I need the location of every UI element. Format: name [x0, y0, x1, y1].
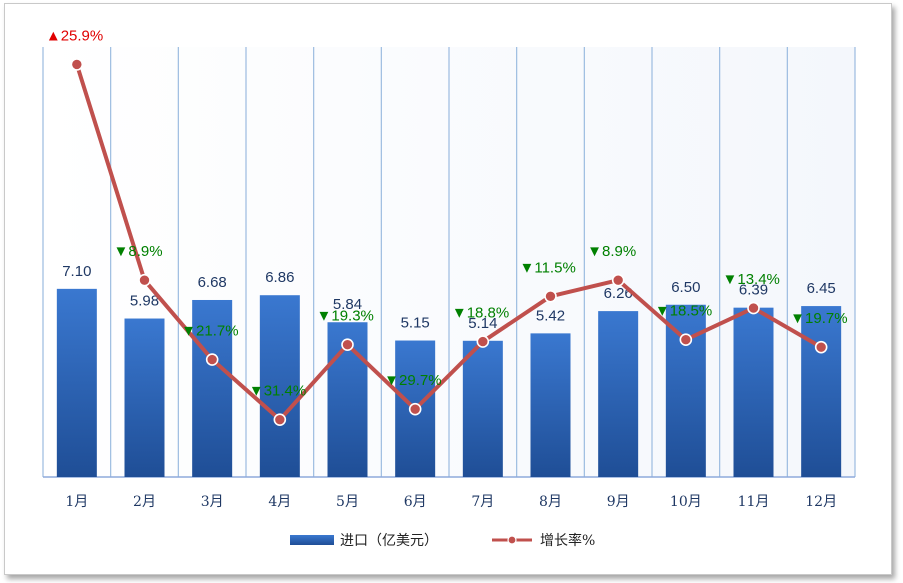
x-tick-label: 3月 [201, 494, 224, 510]
bar-7 [462, 340, 503, 477]
growth-rate-point [476, 335, 490, 348]
growth-rate-label: ▼8.9% [114, 243, 163, 260]
growth-rate-point [341, 338, 354, 351]
growth-rate-point [70, 58, 84, 71]
growth-rate-point [747, 301, 760, 315]
x-tick-label: 6月 [404, 494, 427, 510]
bar-value-label: 6.45 [807, 280, 836, 297]
growth-rate-point [814, 340, 828, 354]
growth-rate-label: ▼18.5% [655, 303, 712, 320]
bar-1 [56, 288, 97, 477]
bar-12 [801, 306, 842, 477]
growth-rate-label: ▼21.7% [181, 323, 238, 340]
bar-9 [598, 311, 639, 477]
growth-rate-label: ▼29.7% [384, 372, 441, 389]
x-tick-label: 9月 [607, 494, 630, 510]
x-tick-label: 5月 [336, 494, 359, 510]
bar-3 [192, 299, 233, 477]
growth-rate-label: ▼13.4% [723, 271, 780, 288]
bar-value-label: 6.26 [604, 285, 633, 302]
growth-rate-label: ▲25.9% [46, 27, 103, 44]
x-tick-label: 8月 [539, 494, 562, 510]
x-tick-label: 11月 [738, 494, 770, 510]
bar-8 [530, 333, 571, 477]
bar-10 [665, 304, 706, 477]
x-tick-label: 4月 [268, 494, 291, 510]
bar-2 [124, 318, 165, 477]
x-tick-label: 12月 [805, 494, 837, 510]
bar-value-label: 5.98 [130, 293, 159, 310]
growth-rate-point [679, 333, 693, 347]
growth-rate-point [273, 413, 287, 426]
growth-rate-point [544, 289, 557, 303]
legend-bar-swatch [290, 535, 334, 545]
bar-value-label: 7.10 [62, 263, 91, 280]
x-tick-label: 1月 [65, 494, 88, 510]
x-tick-label: 10月 [670, 494, 702, 510]
growth-rate-point [611, 273, 625, 287]
growth-rate-label: ▼8.9% [587, 243, 636, 260]
bar-value-label: 6.39 [739, 282, 768, 299]
growth-rate-label: ▼11.5% [520, 259, 576, 276]
growth-rate-point [138, 273, 151, 287]
growth-rate-line [74, 63, 823, 422]
bar-value-label: 5.15 [401, 315, 430, 332]
growth-rate-label: ▼18.8% [452, 305, 509, 322]
growth-rate-point [205, 353, 219, 366]
bar-value-label: 5.14 [468, 315, 497, 332]
growth-rate-label: ▼19.7% [790, 310, 847, 327]
bar-4 [259, 295, 300, 477]
bar-value-label: 6.50 [671, 279, 700, 296]
legend-bar-label: 进口（亿美元） [340, 533, 438, 549]
growth-rate-point [408, 402, 422, 416]
bar-value-label: 5.84 [333, 296, 362, 313]
bar-value-label: 6.68 [198, 274, 227, 291]
x-tick-label: 2月 [133, 494, 156, 510]
bar-value-label: 5.42 [536, 307, 565, 324]
growth-rate-label: ▼31.4% [249, 383, 306, 400]
legend-line-label: 增长率% [540, 532, 595, 549]
legend-line-marker [507, 535, 517, 545]
growth-rate-label: ▼19.3% [317, 308, 374, 325]
bar-11 [733, 307, 774, 477]
bar-value-label: 6.86 [265, 269, 294, 286]
x-tick-label: 7月 [471, 494, 494, 510]
